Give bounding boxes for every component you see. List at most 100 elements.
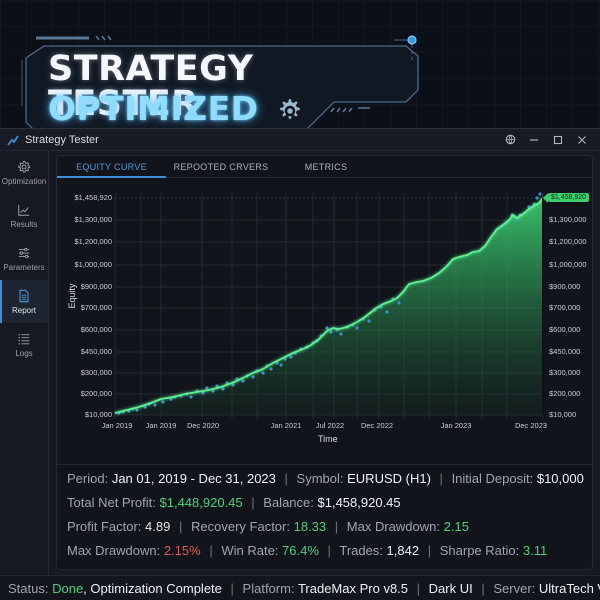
banner-title-line1: STRATEGY TESTER <box>48 49 254 124</box>
x-axis-title: Time <box>318 434 338 444</box>
separator: | <box>209 543 213 558</box>
x-tick-label: Dec 2020 <box>186 421 220 430</box>
separator: | <box>230 581 234 596</box>
window-title: Strategy Tester <box>25 133 99 146</box>
profit-factor-label: Profit Factor: <box>67 519 142 534</box>
symbol-value: EURUSD (H1) <box>347 471 431 486</box>
maximize-icon[interactable] <box>552 134 564 146</box>
close-icon[interactable] <box>576 134 588 146</box>
separator: | <box>439 471 443 486</box>
stats-row-4: Max Drawdown: 2.15% | Win Rate: 76.4% | … <box>67 539 584 563</box>
gear-icon <box>280 99 300 119</box>
trades-value: 1,842 <box>386 543 420 558</box>
symbol-label: Symbol: <box>296 471 344 486</box>
minimize-icon[interactable] <box>528 134 540 146</box>
y-tick-label: $900,000 <box>80 282 112 291</box>
y-tick-label-right: $450,000 <box>549 347 581 356</box>
y-tick-label-right: $900,000 <box>549 282 581 291</box>
title-bar[interactable]: Strategy Tester <box>0 129 600 151</box>
sliders-icon <box>18 247 30 258</box>
sidebar-item-label: Parameters <box>3 262 45 272</box>
banner-title-line2: OPTIMIZED <box>48 89 259 128</box>
sidebar-item-label: Logs <box>15 348 33 358</box>
platform-value: TradeMax Pro v8.5 <box>297 581 409 596</box>
y-tick-label: $600,000 <box>80 325 112 334</box>
separator: | <box>178 519 183 534</box>
win-rate-value: 76.4% <box>282 543 319 558</box>
y-tick-label-right: $10,000 <box>549 410 577 419</box>
window-controls <box>504 134 600 146</box>
chart-line-icon <box>7 135 19 146</box>
x-tick-label: Jan 2023 <box>440 421 472 430</box>
separator: | <box>416 581 421 596</box>
tab-metrics[interactable]: METRICS <box>304 161 348 172</box>
tab-repooted-crvers[interactable]: REPOOTED CRVERS <box>173 161 269 172</box>
separator: | <box>284 471 288 486</box>
last-value-badge: $1,458,920 <box>548 193 590 202</box>
y-tick-label: $1,300,000 <box>74 215 112 224</box>
sidebar-item-results[interactable]: Results <box>0 194 48 237</box>
tab-equity-curve[interactable]: EQUITY CURVE <box>57 156 166 178</box>
stats-row-3: Profit Factor: 4.89 | Recovery Factor: 1… <box>67 515 584 539</box>
separator: | <box>251 495 255 510</box>
server-value: UltraTech VPS <box>538 581 600 596</box>
sidebar-item-logs[interactable]: Logs <box>0 323 48 366</box>
y-tick-label: $1,000,000 <box>74 260 112 269</box>
sharpe-ratio-label: Sharpe Ratio: <box>439 543 520 558</box>
initial-deposit-label: Initial Deposit: <box>451 471 534 486</box>
status-label: Status: <box>8 581 49 596</box>
y-tick-label-right: $1,200,000 <box>549 237 587 246</box>
net-profit-label: Total Net Profit: <box>67 495 156 510</box>
y-tick-label-right: $600,000 <box>549 325 581 334</box>
sidebar-item-optimization[interactable]: Optimization <box>0 151 48 194</box>
y-tick-label-right: $200,000 <box>549 389 581 398</box>
win-rate-label: Win Rate: <box>221 543 279 558</box>
status-value: Done <box>52 581 84 596</box>
status-bar: Status: Done, Optimization Complete | Pl… <box>0 575 600 600</box>
y-tick-label-right: $1,300,000 <box>549 215 587 224</box>
x-tick-label: Dec 2023 <box>514 421 548 430</box>
theme-value: Dark UI <box>428 581 473 596</box>
sidebar-item-label: Results <box>10 219 38 229</box>
sidebar-item-report[interactable]: Report <box>0 280 48 323</box>
stats-row-1: Period: Jan 01, 2019 - Dec 31, 2023 | Sy… <box>67 467 584 491</box>
equity-line <box>114 197 544 414</box>
max-drawdown-pct-value: 2.15% <box>163 543 201 558</box>
y-tick-label: $450,000 <box>80 347 112 356</box>
y-tick-label: $1,458,920 <box>74 193 112 202</box>
profit-factor-value: 4.89 <box>145 519 171 534</box>
sidebar-item-label: Report <box>11 305 36 315</box>
separator: | <box>481 581 485 596</box>
status-detail: , Optimization Complete <box>83 581 222 596</box>
y-tick-label-right: $300,000 <box>549 368 581 377</box>
strategy-tester-window: Strategy Tester Optimization <box>0 128 600 576</box>
y-tick-label: $700,000 <box>80 303 112 312</box>
initial-deposit-value: $10,000 <box>536 471 584 486</box>
x-tick-label: Jan 2019 <box>101 421 133 430</box>
y-tick-label-right: $1,000,000 <box>549 260 587 269</box>
line-chart-icon <box>18 204 30 216</box>
stats-row-2: Total Net Profit: $1,448,920.45 | Balanc… <box>67 491 584 515</box>
y-tick-label: $1,200,000 <box>74 237 112 246</box>
globe-icon[interactable] <box>504 134 516 146</box>
x-tick-label: Jan 2021 <box>270 421 302 430</box>
trades-label: Trades: <box>339 543 383 558</box>
banner-frame <box>21 35 419 130</box>
separator: | <box>427 543 432 558</box>
max-drawdown-value: 2.15 <box>443 519 469 534</box>
sidebar-item-parameters[interactable]: Parameters <box>0 237 48 280</box>
separator: | <box>334 519 339 534</box>
y-tick-label-right: $700,000 <box>549 303 581 312</box>
recovery-factor-value: 18.33 <box>293 519 327 534</box>
equity-chart: Equity $1,458,920 $1,300,000 $1,200,000 … <box>57 179 594 464</box>
period-value: Jan 01, 2019 - Dec 31, 2023 <box>111 471 276 486</box>
net-profit-value: $1,448,920.45 <box>159 495 243 510</box>
y-tick-label: $200,000 <box>80 389 112 398</box>
document-icon <box>19 289 29 302</box>
y-tick-label: $10,000 <box>84 410 112 419</box>
max-drawdown-pct-label: Max Drawdown: <box>67 543 161 558</box>
chart-plot <box>114 192 544 419</box>
sidebar: Optimization Results Parameters Report L… <box>0 151 49 576</box>
sidebar-item-label: Optimization <box>1 176 47 186</box>
